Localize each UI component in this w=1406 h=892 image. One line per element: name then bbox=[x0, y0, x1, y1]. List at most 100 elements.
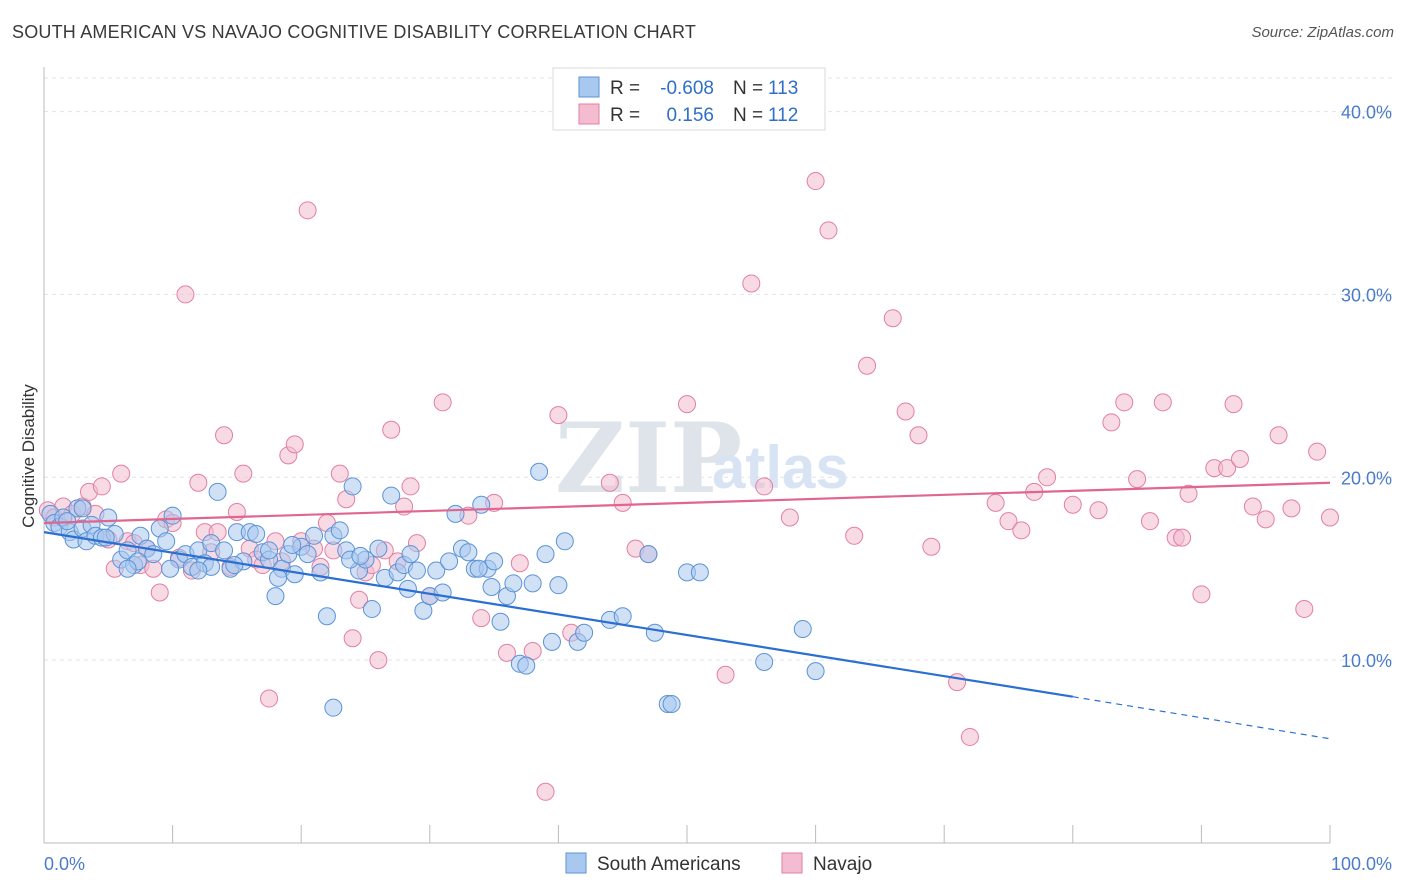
south-americans-point bbox=[446, 504, 465, 523]
y-tick-label: 10.0% bbox=[1341, 651, 1392, 671]
south-americans-point bbox=[504, 574, 523, 593]
navajo-point bbox=[858, 356, 877, 375]
navajo-trend-line bbox=[43, 481, 1331, 525]
navajo-point bbox=[1282, 499, 1301, 518]
navajo-point bbox=[382, 420, 401, 439]
south-americans-point bbox=[362, 599, 381, 618]
south-americans-point bbox=[427, 561, 446, 580]
south-americans-point bbox=[523, 574, 542, 593]
south-americans-point bbox=[793, 620, 812, 639]
south-americans-point bbox=[317, 607, 336, 626]
navajo-point bbox=[285, 435, 304, 454]
x-tick-label-min: 0.0% bbox=[44, 854, 85, 874]
navajo-point bbox=[1308, 442, 1327, 461]
south-americans-point bbox=[806, 662, 825, 681]
navajo-point bbox=[986, 493, 1005, 512]
source-label: Source: ZipAtlas.com bbox=[1251, 24, 1394, 41]
navajo-point bbox=[1089, 501, 1108, 520]
grid-lines bbox=[44, 77, 1392, 661]
bottom-legend-swatch-navajo bbox=[781, 852, 803, 874]
x-tick-label-max: 100.0% bbox=[1331, 854, 1392, 874]
navajo-point bbox=[234, 464, 253, 483]
navajo-point bbox=[1269, 426, 1288, 445]
south-americans-point bbox=[517, 656, 536, 675]
navajo-point bbox=[298, 201, 317, 220]
south-americans-point bbox=[542, 632, 561, 651]
navajo-point bbox=[1063, 495, 1082, 514]
trend-lines bbox=[43, 481, 1331, 740]
navajo-point bbox=[536, 782, 555, 801]
bottom-legend-swatch-south-americans bbox=[565, 852, 587, 874]
south-americans-point bbox=[369, 539, 388, 558]
legend-n-value-2: 112 bbox=[768, 105, 798, 126]
navajo-point bbox=[92, 477, 111, 496]
navajo-point bbox=[1153, 393, 1172, 412]
legend-top: R = -0.608 N = 113 R = 0.156 N = 112 bbox=[552, 67, 826, 131]
south-americans-point bbox=[215, 541, 234, 560]
south-americans-point bbox=[269, 568, 288, 587]
chart-title: SOUTH AMERICAN VS NAVAJO COGNITIVE DISAB… bbox=[12, 22, 697, 42]
south-americans-point bbox=[305, 526, 324, 545]
south-americans-point bbox=[161, 559, 180, 578]
legend-n-label-2: N = bbox=[733, 105, 763, 126]
south-americans-point bbox=[407, 561, 426, 580]
navajo-point bbox=[369, 651, 388, 670]
south-americans-point bbox=[118, 559, 137, 578]
south-americans-point bbox=[530, 462, 549, 481]
navajo-point bbox=[1173, 528, 1192, 547]
y-axis-title: Cognitive Disability bbox=[19, 384, 38, 528]
navajo-point bbox=[780, 508, 799, 527]
navajo-point bbox=[1012, 521, 1031, 540]
navajo-point bbox=[1218, 459, 1237, 478]
navajo-point bbox=[999, 512, 1018, 531]
south-americans-point bbox=[433, 583, 452, 602]
south-americans-point bbox=[613, 607, 632, 626]
navajo-point bbox=[112, 464, 131, 483]
navajo-point bbox=[433, 393, 452, 412]
south-americans-point bbox=[482, 578, 501, 596]
navajo-point bbox=[922, 537, 941, 556]
south-americans-point bbox=[298, 545, 317, 564]
navajo-point bbox=[1243, 497, 1262, 516]
south-americans-point bbox=[157, 532, 176, 551]
navajo-point bbox=[472, 609, 491, 628]
navajo-point bbox=[1115, 393, 1134, 412]
south-americans-point bbox=[283, 535, 302, 554]
navajo-point bbox=[401, 477, 420, 496]
navajo-point bbox=[189, 473, 208, 492]
navajo-point bbox=[1128, 470, 1147, 489]
south-americans-point bbox=[549, 576, 568, 595]
navajo-point bbox=[1256, 510, 1275, 529]
bottom-legend-label-navajo: Navajo bbox=[813, 854, 872, 875]
navajo-point bbox=[845, 526, 864, 545]
navajo-point bbox=[1102, 413, 1121, 432]
south-americans-point bbox=[645, 623, 664, 642]
south-americans-point bbox=[260, 541, 279, 560]
south-americans-point bbox=[555, 532, 574, 551]
south-americans-point bbox=[189, 561, 208, 580]
bottom-legend-label-south-americans: South Americans bbox=[597, 854, 741, 875]
navajo-point bbox=[1140, 512, 1159, 531]
legend-swatch-south-americans bbox=[578, 76, 600, 98]
navajo-point bbox=[755, 477, 774, 496]
legend-n-value-1: 113 bbox=[768, 78, 798, 99]
navajo-point bbox=[497, 643, 516, 662]
legend-n-label-1: N = bbox=[733, 78, 763, 99]
navajo-point bbox=[343, 629, 362, 648]
navajo-point bbox=[1230, 450, 1249, 468]
navajo-point bbox=[1224, 395, 1243, 414]
navajo-point bbox=[896, 402, 915, 421]
south-americans-point bbox=[73, 499, 92, 518]
south-americans-point bbox=[662, 695, 681, 714]
navajo-point bbox=[330, 464, 349, 483]
navajo-point bbox=[1192, 585, 1211, 604]
south-americans-point bbox=[491, 612, 510, 631]
south-americans-point bbox=[401, 545, 420, 564]
navajo-point bbox=[716, 665, 735, 684]
navajo-point bbox=[1038, 468, 1057, 487]
legend-swatch-navajo bbox=[578, 103, 600, 125]
navajo-point bbox=[215, 426, 234, 445]
navajo-point bbox=[909, 426, 928, 445]
south-americans-point bbox=[755, 652, 774, 671]
south-americans-point bbox=[382, 486, 401, 505]
